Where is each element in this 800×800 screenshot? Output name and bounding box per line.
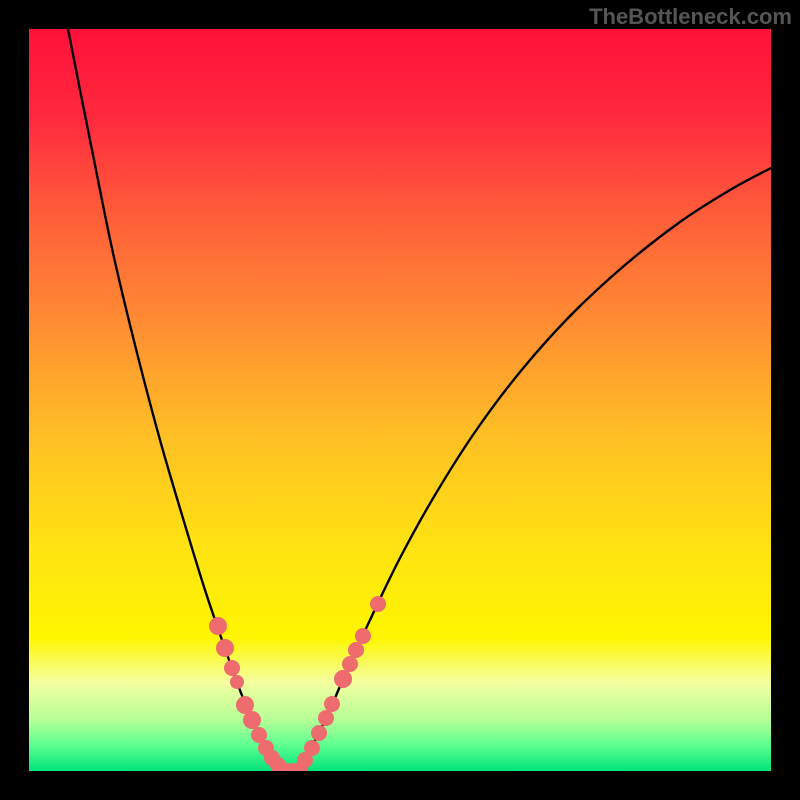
- marker-dot: [230, 675, 244, 689]
- marker-dot: [334, 670, 352, 688]
- marker-dot: [342, 656, 358, 672]
- marker-dot: [355, 628, 371, 644]
- marker-dot: [224, 660, 240, 676]
- marker-dot: [243, 711, 261, 729]
- marker-dot: [209, 617, 227, 635]
- marker-dot: [311, 725, 327, 741]
- marker-dot: [216, 639, 234, 657]
- chart-canvas: [0, 0, 800, 800]
- marker-dot: [348, 642, 364, 658]
- marker-dot: [370, 596, 386, 612]
- plot-area: [29, 29, 771, 771]
- marker-dot: [318, 710, 334, 726]
- watermark-text: TheBottleneck.com: [589, 4, 792, 30]
- marker-dot: [304, 740, 320, 756]
- marker-dot: [324, 696, 340, 712]
